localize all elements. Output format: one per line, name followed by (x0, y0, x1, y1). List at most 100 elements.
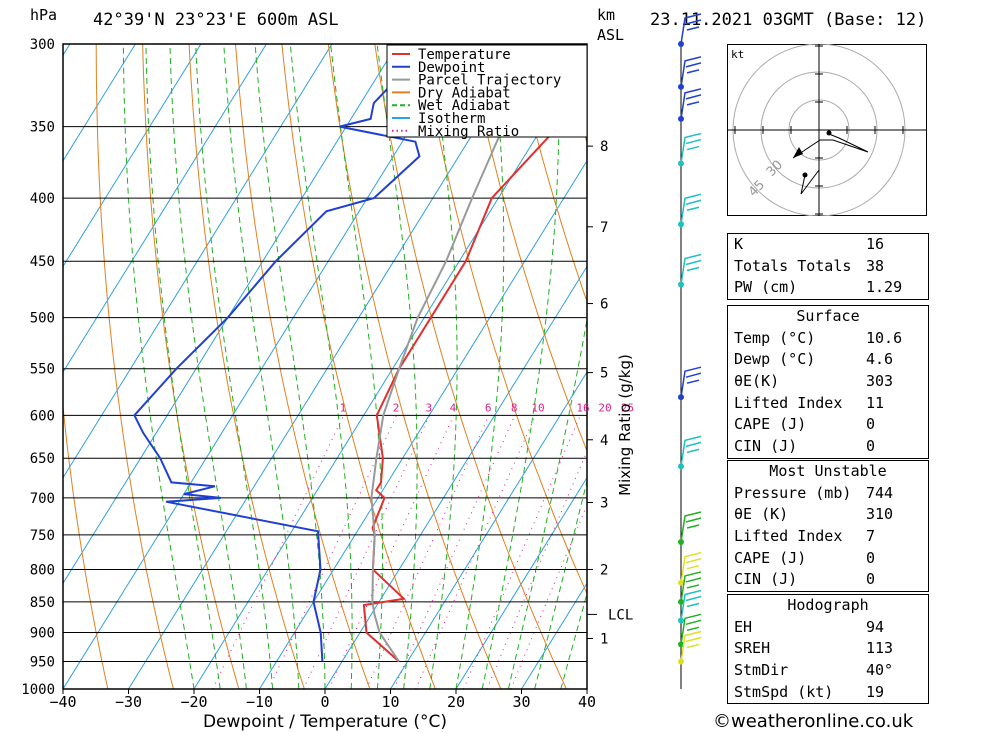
storm-motion-arrow (793, 147, 803, 158)
totals-value: 38 (866, 256, 885, 275)
isotherm-line (63, 44, 267, 374)
pw-value: 1.29 (866, 278, 903, 297)
plot-frame (62, 43, 588, 690)
wind-barb-flag (685, 619, 702, 626)
wind-barb-shaft (680, 13, 702, 45)
indices-panel: K 16 Totals Totals 38 PW (cm) 1.29 (727, 233, 929, 301)
surface-temp-label: Temp (°C) (734, 328, 816, 347)
surface-li-label: Lifted Index (734, 393, 843, 412)
hodograph: kt 30 45 (727, 44, 927, 216)
wind-barb-flag (686, 26, 700, 31)
wind-barb-flag (686, 145, 700, 151)
mixing-ratio-label: 10 (531, 401, 544, 414)
eh-value: 94 (866, 617, 885, 636)
wind-barb-flag (686, 602, 700, 608)
km-tick-label: 6 (600, 297, 608, 313)
datetime-title: 23.11.2021 03GMT (Base: 12) (650, 10, 927, 30)
stmdir-value: 40° (866, 661, 894, 680)
hodograph-trace-lower (800, 169, 820, 195)
hodograph-trace-upper (792, 133, 869, 159)
wind-barb-shaft (680, 56, 702, 87)
mixing-ratio-label: 3 (426, 401, 433, 414)
isotherm-line (193, 54, 587, 689)
surface-cape-value: 0 (866, 415, 876, 434)
surface-dewp-label: Dewp (°C) (734, 350, 816, 369)
pressure-tick-label: 400 (30, 191, 55, 207)
mixing-ratio-label: 8 (511, 401, 518, 414)
dry-adiabat-line (235, 44, 371, 689)
wind-barb-flag (685, 138, 702, 145)
mu-cin-value: 0 (866, 570, 876, 589)
wind-barb (680, 551, 702, 583)
pressure-tick-label: 700 (30, 491, 55, 507)
credit-link[interactable]: ©weatheronline.co.uk (713, 711, 914, 732)
wet-adiabat-line (289, 44, 353, 689)
mu-pressure-label: Pressure (mb) (734, 483, 852, 502)
lcl-label: LCL (608, 607, 633, 623)
km-tick-label: 2 (600, 562, 608, 578)
pressure-tick-label: 900 (30, 626, 55, 642)
mixing-ratio-label: 1 (340, 401, 347, 414)
wind-barb (680, 253, 702, 285)
mixing-ratio-label: 2 (393, 401, 400, 414)
isotherm-line (63, 44, 464, 689)
wind-barb-flag (685, 199, 702, 205)
surface-panel: Surface Temp (°C) 10.6 Dewp (°C) 4.6 θE(K)… (727, 305, 929, 459)
x-tick-label: −30 (115, 693, 142, 711)
mixing-ratio-label: 6 (485, 401, 492, 414)
pressure-tick-label: 600 (30, 408, 55, 424)
legend-entry: Isotherm (418, 111, 485, 127)
mixing-ratio-label: 20 (598, 401, 611, 414)
wind-barb-flag (685, 259, 702, 266)
k-index-row: K 16 (728, 234, 928, 256)
hodograph-params-panel: Hodograph EH 94 SREH 113 StmDir 40° StmSpd … (727, 594, 929, 705)
sreh-value: 113 (866, 639, 894, 658)
pressure-tick-label: 950 (30, 655, 55, 671)
stmdir-label: StmDir (734, 661, 789, 680)
wind-barb-flag (685, 577, 702, 583)
wind-barb (680, 571, 702, 603)
legend-box (386, 44, 588, 138)
series-parcel-trajectory (370, 44, 549, 663)
km-unit-label: km (597, 6, 616, 24)
surface-theta-value: 303 (866, 372, 894, 391)
wind-barb-shaft (680, 366, 702, 398)
totals-label: Totals Totals (734, 256, 852, 275)
wind-barb-flag (685, 595, 702, 602)
mu-theta-value: 310 (866, 505, 894, 524)
wet-adiabat-line (145, 44, 221, 689)
wind-barb-flag (686, 69, 700, 74)
wind-barb-flag (686, 448, 700, 454)
hodograph-params-title: Hodograph (787, 596, 869, 614)
pressure-tick-label: 450 (30, 254, 55, 270)
mixing-ratio-line (328, 415, 455, 689)
mu-pressure-value: 744 (866, 483, 894, 502)
pressure-tick-label: 550 (30, 362, 55, 378)
surface-cin-value: 0 (866, 437, 876, 456)
sreh-label: SREH (734, 639, 771, 658)
isotherm-line (455, 476, 587, 689)
mu-li-label: Lifted Index (734, 527, 843, 546)
k-index-value: 16 (866, 235, 885, 253)
mu-li-value: 7 (866, 527, 876, 546)
wind-barb-shaft (680, 613, 702, 645)
km-tick-label: 7 (600, 220, 608, 236)
x-tick-label: −10 (246, 693, 273, 711)
wet-adiabat-line (195, 44, 274, 689)
mu-cape-value: 0 (866, 548, 876, 567)
wind-barb-flag (686, 206, 700, 211)
surface-cape-label: CAPE (J) (734, 415, 807, 434)
surface-cin-label: CIN (J) (734, 437, 798, 456)
pressure-tick-label: 300 (30, 37, 55, 53)
wind-barb-flag (686, 626, 700, 632)
wind-barb (680, 56, 702, 87)
wind-barb-flag (685, 557, 702, 564)
wind-barb-flag (686, 101, 700, 106)
isotherm-line (390, 371, 587, 689)
wind-barb-flag (685, 636, 702, 643)
stmspd-value: 19 (866, 682, 885, 701)
pressure-tick-label: 850 (30, 595, 55, 611)
pressure-tick-label: 750 (30, 528, 55, 544)
totals-row: Totals Totals 38 (728, 256, 928, 278)
mixing-ratio-label: 16 (576, 401, 589, 414)
